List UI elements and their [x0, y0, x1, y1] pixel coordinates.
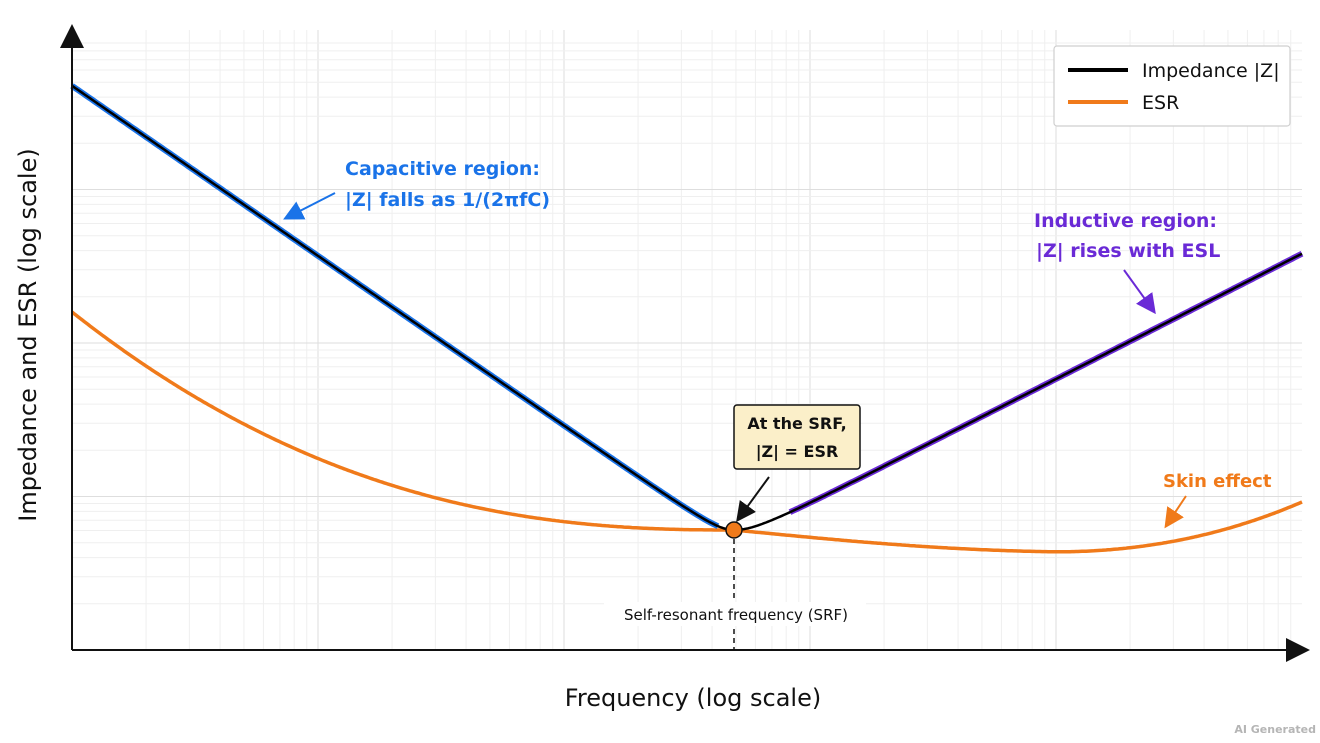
srf-callout-line1: At the SRF, [747, 414, 846, 433]
srf-axis-label: Self-resonant frequency (SRF) [624, 606, 848, 624]
capacitive-label-line1: Capacitive region: [345, 158, 540, 180]
capacitive-label-line2: |Z| falls as 1/(2πfC) [345, 189, 550, 211]
srf-callout-arrow [736, 476, 770, 523]
srf-label-bg [604, 602, 866, 626]
inductive-label-line2: |Z| rises with ESL [1036, 240, 1220, 262]
srf-point [725, 521, 743, 539]
skin-effect-arrow [1164, 495, 1187, 529]
watermark: AI Generated [1234, 723, 1316, 736]
legend: Impedance |Z| ESR [1053, 45, 1291, 127]
skin-effect-label: Skin effect [1163, 471, 1272, 492]
y-axis-title: Impedance and ESR (log scale) [14, 148, 42, 521]
srf-callout-line2: |Z| = ESR [756, 442, 839, 462]
x-axis-title: Frequency (log scale) [565, 684, 821, 712]
esr-curve [70, 310, 1303, 554]
legend-label-esr: ESR [1142, 92, 1179, 114]
legend-box [1053, 45, 1291, 127]
impedance-curve [71, 84, 1303, 532]
inductive-label-line1: Inductive region: [1034, 210, 1217, 232]
inductive-arrow [1123, 269, 1156, 315]
legend-label-impedance: Impedance |Z| [1142, 60, 1280, 82]
srf-callout-box [733, 404, 861, 470]
capacitive-arrow [283, 192, 336, 220]
